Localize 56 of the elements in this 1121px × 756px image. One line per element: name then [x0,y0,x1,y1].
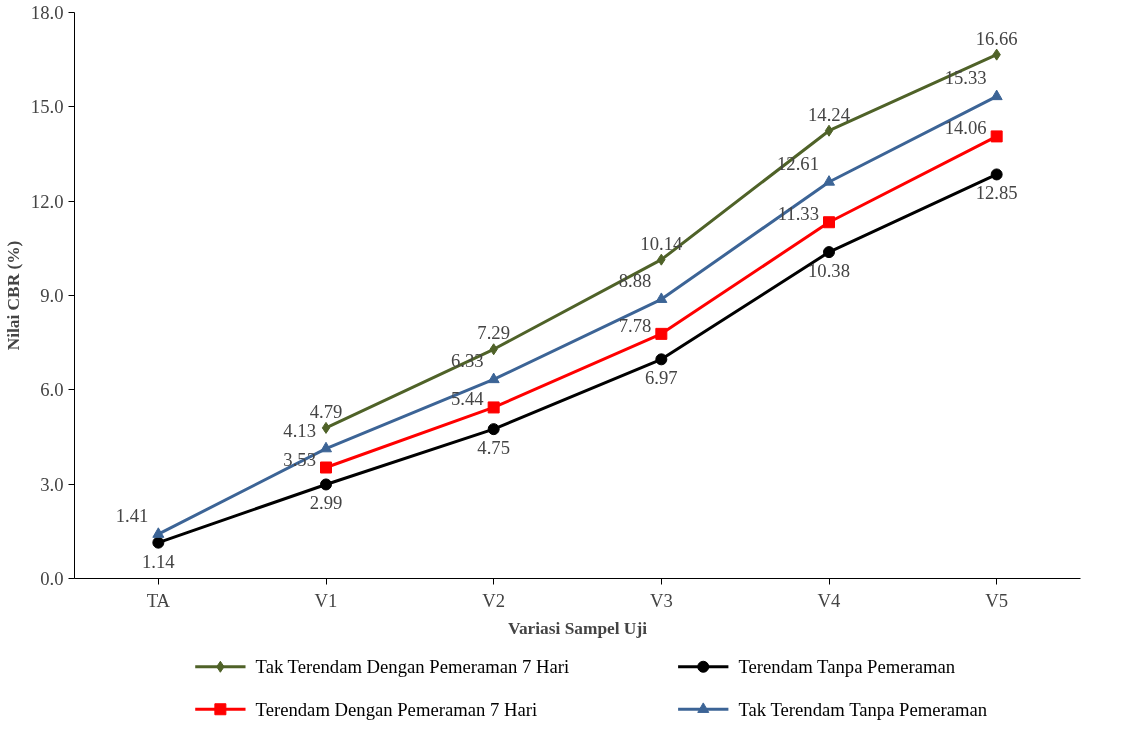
data-label: 10.38 [808,260,850,282]
point [990,130,1003,143]
x-tick-label: V2 [482,589,506,611]
y-axis-title: Nilai CBR (%) [3,240,23,351]
data-label: 1.41 [115,505,149,527]
data-label: 5.44 [451,388,485,410]
data-label: 14.24 [808,103,851,125]
point [152,536,165,549]
legend-label: Tak Terendam Tanpa Pemeraman [738,698,988,720]
x-tick-label: V5 [985,589,1009,611]
y-tick-label: 0.0 [40,568,64,589]
y-tick-label: 3.0 [40,473,64,495]
data-label: 7.29 [477,322,510,344]
legend-label: Terendam Dengan Pemeraman 7 Hari [255,698,538,720]
point [321,421,331,434]
data-label: 10.14 [640,232,683,254]
data-label: 1.14 [142,550,176,572]
x-tick-label: V1 [314,589,338,611]
x-axis-title: Variasi Sampel Uji [508,618,648,638]
point [320,461,332,474]
data-label: 14.06 [944,117,987,139]
point [655,353,668,366]
y-tick-label: 15.0 [30,96,64,118]
data-label: 7.78 [618,314,652,336]
point [824,124,834,137]
point [823,175,835,186]
y-tick-label: 9.0 [40,285,64,306]
point [655,292,668,303]
data-label: 8.88 [618,270,652,292]
data-label: 6.97 [645,367,678,389]
data-label: 4.75 [477,437,510,459]
point [823,216,835,229]
point [152,527,165,538]
point [487,372,500,384]
point [655,327,668,340]
data-label: 4.13 [283,419,317,441]
point [823,246,835,259]
y-tick-label: 6.0 [40,379,64,401]
data-label: 4.79 [309,400,343,422]
legend-label: Terendam Tanpa Pemeraman [738,656,956,678]
y-tick-label: 18.0 [30,2,64,23]
legend-label: Tak Terendam Dengan Pemeraman 7 Hari [255,656,570,678]
x-tick-label: V4 [817,589,842,611]
point [320,478,332,491]
point [487,423,500,436]
data-label: 2.99 [309,492,343,514]
data-label: 16.66 [975,27,1018,49]
point [320,441,332,453]
point [990,89,1003,101]
x-tick-label: TA [146,589,171,611]
y-tick-label: 12.0 [30,190,64,212]
data-label: 15.33 [944,67,987,89]
point [487,401,500,414]
x-tick-label: V3 [649,589,673,611]
point [990,168,1003,181]
data-label: 12.85 [975,182,1018,204]
